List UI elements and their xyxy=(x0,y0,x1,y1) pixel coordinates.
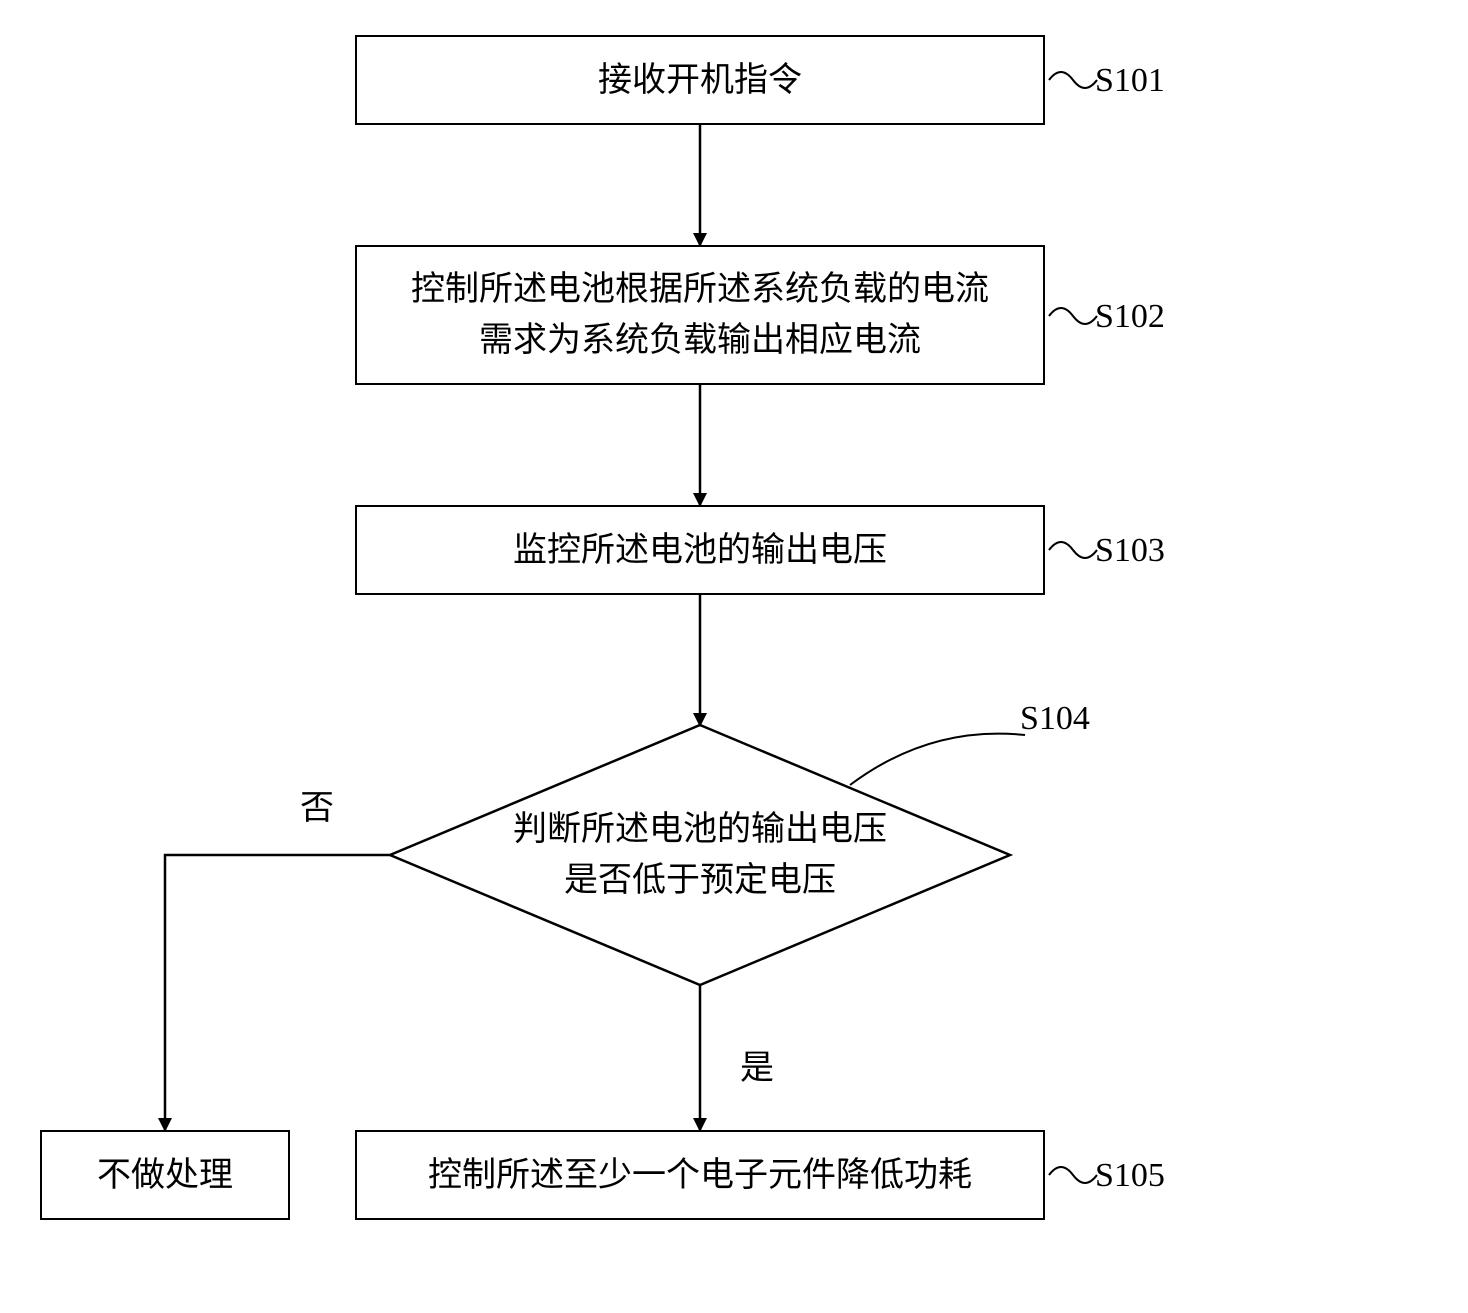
step-s102-line1: 控制所述电池根据所述系统负载的电流 xyxy=(411,264,989,315)
step-s102-line2: 需求为系统负载输出相应电流 xyxy=(411,315,989,366)
decision-s104-line1: 判断所述电池的输出电压 xyxy=(513,804,887,855)
flowchart-canvas: 接收开机指令 S101 控制所述电池根据所述系统负载的电流 需求为系统负载输出相… xyxy=(0,0,1468,1313)
step-s103-text: 监控所述电池的输出电压 xyxy=(513,525,887,576)
step-s103: 监控所述电池的输出电压 xyxy=(355,505,1045,595)
step-s105-text: 控制所述至少一个电子元件降低功耗 xyxy=(428,1150,972,1201)
step-s105: 控制所述至少一个电子元件降低功耗 xyxy=(355,1130,1045,1220)
step-noop-text: 不做处理 xyxy=(97,1150,233,1201)
edge-label-no: 否 xyxy=(300,780,334,829)
step-s101: 接收开机指令 xyxy=(355,35,1045,125)
step-s101-text: 接收开机指令 xyxy=(598,55,802,106)
decision-s104-text: 判断所述电池的输出电压 是否低于预定电压 xyxy=(440,800,960,910)
step-noop: 不做处理 xyxy=(40,1130,290,1220)
label-s104: S104 xyxy=(1020,700,1090,738)
step-s102: 控制所述电池根据所述系统负载的电流 需求为系统负载输出相应电流 xyxy=(355,245,1045,385)
label-s105: S105 xyxy=(1095,1157,1165,1195)
label-s101: S101 xyxy=(1095,62,1165,100)
label-s103: S103 xyxy=(1095,532,1165,570)
decision-s104-line2: 是否低于预定电压 xyxy=(564,855,836,906)
label-s102: S102 xyxy=(1095,298,1165,336)
flowchart-svg xyxy=(0,0,1468,1313)
edge-label-yes: 是 xyxy=(740,1040,774,1089)
